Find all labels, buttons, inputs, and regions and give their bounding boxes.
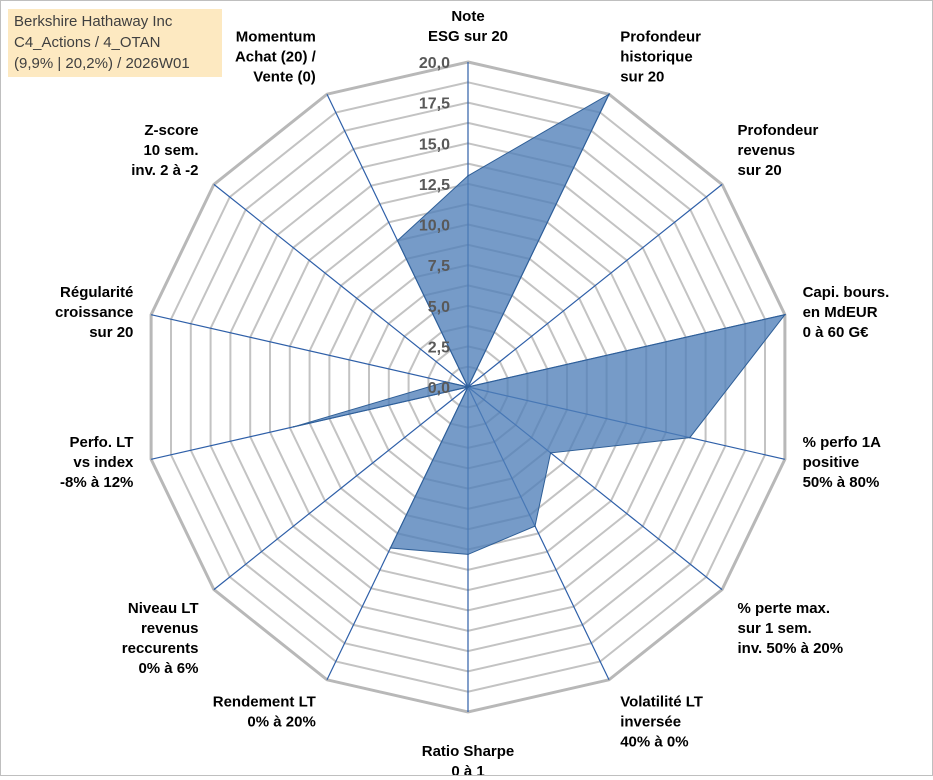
axis-label: Perfo. LT vs index -8% à 12% [60, 434, 134, 491]
data-point [534, 525, 536, 527]
data-point [467, 386, 469, 388]
info-category: C4_Actions / 4_OTAN [14, 34, 161, 51]
info-stats: (9,9% | 20,2%) / 2026W01 [14, 55, 190, 72]
axis-label-line: 40% à 0% [620, 734, 688, 751]
axis-label: Profondeur historique sur 20 [620, 28, 701, 85]
axis-label-line: 0% à 20% [247, 714, 315, 731]
axis-label: Rendement LT 0% à 20% [213, 694, 316, 731]
data-point [396, 239, 399, 242]
axis-label-line: 0 à 1 [451, 763, 484, 775]
axis-label-line: Note [451, 8, 484, 25]
axis-label: Profondeur revenus sur 20 [738, 122, 819, 179]
axis-label-line: ESG sur 20 [428, 28, 508, 45]
axis-label-line: 0% à 6% [138, 660, 198, 677]
r-tick-label: 12,5 [419, 177, 450, 194]
r-tick-label: 2,5 [428, 339, 450, 356]
axis-label-line: Vente (0) [253, 68, 316, 85]
axis-label-line: 0 à 60 G€ [803, 324, 870, 341]
tick-layer: 0,0 2,5 5,0 7,5 10,0 12,5 15,0 17,5 20,0 [419, 55, 450, 397]
axis-label-line: reccurents [122, 640, 199, 657]
axis-label: Capi. bours. en MdEUR 0 à 60 G€ [803, 284, 890, 341]
axis-spoke [213, 183, 469, 388]
axis-label: Ratio Sharpe 0 à 1 [422, 743, 515, 775]
axis-spoke [213, 386, 469, 591]
axis-label: Momentum Achat (20) / Vente (0) [235, 28, 317, 85]
info-box: Berkshire Hathaway Inc C4_Actions / 4_OT… [8, 9, 222, 77]
axis-label-line: Perfo. LT [70, 434, 134, 451]
data-point [784, 313, 786, 316]
axis-label-line: en MdEUR [803, 304, 878, 321]
axis-spoke [150, 314, 469, 388]
axis-spoke [467, 183, 723, 388]
data-point [689, 436, 691, 439]
r-tick-label: 15,0 [419, 136, 450, 153]
axis-label-line: revenus [738, 142, 796, 159]
axis-label-line: Capi. bours. [803, 284, 890, 301]
data-point [467, 553, 469, 556]
r-tick-label: 20,0 [419, 55, 450, 72]
axis-label-line: sur 20 [738, 162, 782, 179]
axis-label: Volatilité LT inversée 40% à 0% [620, 694, 703, 751]
data-point [467, 175, 469, 177]
axis-label-line: -8% à 12% [60, 474, 133, 491]
data-point [389, 547, 392, 549]
axis-label-line: Ratio Sharpe [422, 743, 515, 760]
data-point [549, 452, 552, 454]
info-title: Berkshire Hathaway Inc [14, 13, 173, 30]
axis-label-line: Z-score [144, 122, 198, 139]
axis-label-line: vs index [73, 454, 134, 471]
axis-label-line: Momentum [236, 28, 316, 45]
axis-label-line: Régularité [60, 284, 133, 301]
axis-label-line: Niveau LT [128, 600, 199, 617]
axis-label-line: Volatilité LT [620, 694, 703, 711]
axis-label-line: sur 1 sem. [738, 620, 812, 637]
axis-label-line: sur 20 [620, 68, 664, 85]
r-tick-label: 5,0 [428, 299, 450, 316]
axis-label-line: % perte max. [738, 600, 831, 617]
axis-label-line: Achat (20) / [235, 48, 317, 65]
axis-label-line: Profondeur [738, 122, 819, 139]
axis-label: % perte max. sur 1 sem. inv. 50% à 20% [738, 600, 844, 657]
r-tick-label: 10,0 [419, 218, 450, 235]
data-point [445, 381, 447, 383]
data-point [292, 426, 295, 428]
axis-label-line: inversée [620, 714, 681, 731]
axis-label-line: historique [620, 48, 693, 65]
axis-label-line: inv. 50% à 20% [738, 640, 844, 657]
axis-label: Régularité croissance sur 20 [55, 284, 133, 341]
axis-label-line: positive [803, 454, 860, 471]
axis-label: Note ESG sur 20 [428, 8, 508, 45]
r-tick-label: 7,5 [428, 258, 450, 275]
r-tick-label: 0,0 [428, 380, 450, 397]
axis-label-line: croissance [55, 304, 133, 321]
data-point [608, 93, 610, 95]
axis-label-line: 50% à 80% [803, 474, 880, 491]
axis-label: Z-score 10 sem. inv. 2 à -2 [131, 122, 198, 179]
axis-label-line: sur 20 [89, 324, 133, 341]
axis-label-line: 10 sem. [143, 142, 198, 159]
axis-label-line: % perfo 1A [803, 434, 882, 451]
axis-label-layer: Note ESG sur 20 Profondeur historique sur 20… [55, 8, 890, 780]
axis-label-line: revenus [141, 620, 199, 637]
axis-label: Niveau LT revenus reccurents 0% à 6% [122, 600, 199, 677]
axis-label-line: Rendement LT [213, 694, 316, 711]
axis-label-line: inv. 2 à -2 [131, 162, 198, 179]
series-layer [292, 92, 787, 556]
axis-label: % perfo 1A positive 50% à 80% [803, 434, 882, 491]
r-tick-label: 17,5 [419, 96, 450, 113]
axis-label-line: Profondeur [620, 28, 701, 45]
